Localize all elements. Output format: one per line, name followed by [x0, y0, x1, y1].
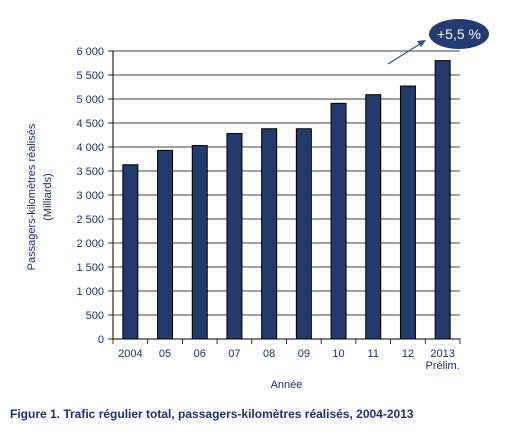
bar-11 [365, 94, 382, 340]
bar-05 [157, 149, 174, 340]
y-axis-unit: (Milliards) [42, 173, 54, 221]
bar-06 [191, 145, 208, 340]
x-tick-label: 09 [298, 348, 310, 360]
y-tick-label: 1 500 [76, 262, 104, 274]
y-tick-label: 0 [98, 334, 104, 346]
y-tick-label: 4 500 [76, 118, 104, 130]
bar-12 [399, 85, 416, 340]
x-tick-label: 11 [368, 348, 379, 360]
y-tick-label: 3 000 [76, 190, 104, 202]
annotation-bubble [429, 19, 489, 49]
x-tick-label: 2004 [118, 348, 142, 360]
bar-07 [226, 133, 243, 340]
x-tick-label: 10 [332, 348, 344, 360]
annotation-label: +5,5 % [437, 26, 481, 42]
x-tick-label: 07 [228, 348, 240, 360]
y-axis-title: Passagers-kilomètres réalisés [26, 123, 38, 270]
y-tick-label: 500 [86, 310, 104, 322]
bar-09 [295, 128, 312, 340]
annotation-arrow-line [387, 43, 421, 65]
x-tick-sublabel: Prélim. [426, 360, 460, 372]
x-tick-label: 06 [194, 348, 206, 360]
y-tick-label: 2 000 [76, 238, 104, 250]
x-tick-label: 05 [159, 348, 171, 360]
x-tick-label: 2013 [430, 348, 454, 360]
x-tick-label: 08 [263, 348, 275, 360]
figure-caption: Figure 1. Trafic régulier total, passage… [10, 407, 414, 421]
y-tick-label: 5 500 [76, 70, 104, 82]
y-tick-label: 5 000 [76, 94, 104, 106]
bar-2004 [122, 164, 139, 340]
annotation-arrow-head [417, 40, 426, 47]
bar-10 [330, 102, 347, 340]
bar-2013 [434, 60, 451, 340]
x-tick-label: 12 [402, 348, 414, 360]
y-tick-label: 1 000 [76, 286, 104, 298]
bar-08 [261, 128, 278, 340]
y-tick-label: 2 500 [76, 214, 104, 226]
y-tick-label: 4 000 [76, 142, 104, 154]
y-tick-label: 3 500 [76, 166, 104, 178]
x-axis-title: Année [271, 379, 303, 391]
y-tick-label: 6 000 [76, 46, 104, 58]
